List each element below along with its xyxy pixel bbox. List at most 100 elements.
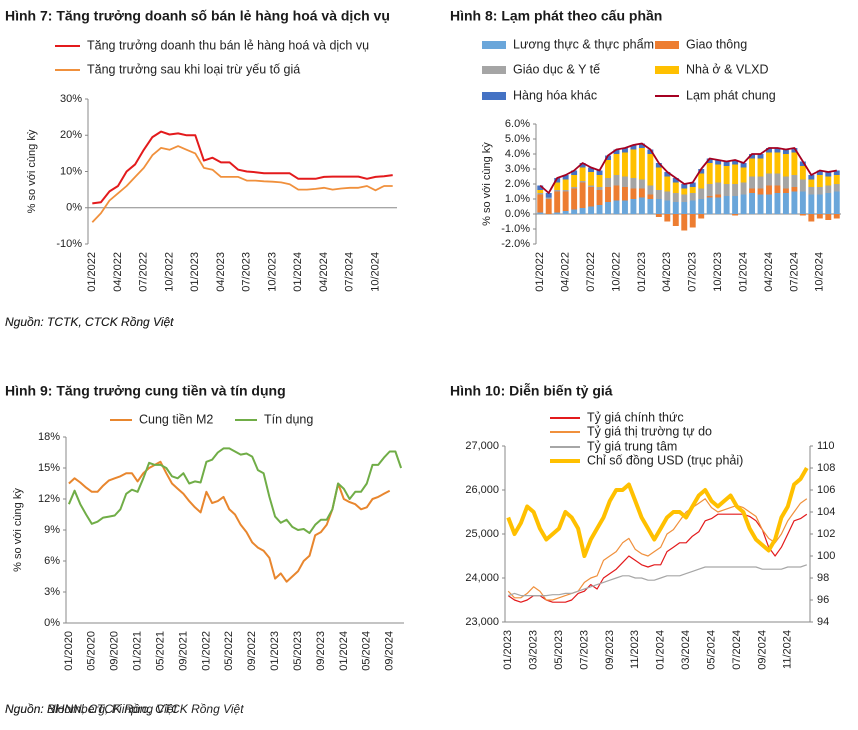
bar-segment — [689, 214, 696, 228]
bar-segment — [799, 161, 806, 166]
y-tick-label: 10% — [60, 165, 82, 177]
bar-segment — [766, 152, 772, 174]
bar-segment — [605, 187, 611, 202]
bar-segment — [621, 152, 628, 177]
bar-segment — [588, 206, 595, 214]
bar-segment — [613, 185, 620, 201]
bar-segment — [554, 190, 561, 192]
x-tick-label: 09/2020 — [109, 631, 121, 671]
bar-segment — [766, 173, 772, 186]
y2-tick-label: 108 — [817, 462, 835, 474]
bar-segment — [706, 196, 713, 198]
x-tick-label: 09/2024 — [756, 630, 768, 670]
bar-segment — [698, 199, 705, 214]
x-tick-label: 07/2023 — [687, 252, 699, 292]
x-tick-label: 10/2022 — [163, 252, 175, 292]
legend-swatch — [655, 41, 679, 49]
bar-segment — [816, 194, 823, 214]
bar-segment — [825, 214, 832, 220]
x-tick-label: 04/2023 — [215, 252, 227, 292]
bar-segment — [571, 170, 578, 175]
x-tick-label: 03/2023 — [528, 630, 540, 670]
chart-title: Hình 9: Tăng trưởng cung tiền và tín dụn… — [5, 383, 286, 399]
bar-segment — [596, 190, 603, 205]
y-axis-label: % so với cùng kỳ — [481, 142, 493, 226]
x-tick-label: 09/2024 — [384, 631, 396, 671]
line-series — [507, 498, 808, 601]
bar-segment — [791, 175, 798, 187]
bar-segment — [808, 175, 815, 180]
bar-segment — [537, 193, 544, 195]
bar-segment — [579, 181, 586, 183]
bar-segment — [698, 169, 705, 174]
y-tick-label: 2.0% — [505, 178, 530, 190]
x-tick-label: 01/2020 — [63, 631, 75, 671]
bar-segment — [774, 193, 781, 214]
bar-segment — [816, 175, 823, 187]
bar-segment — [723, 196, 730, 214]
bar-segment — [799, 191, 806, 214]
bar-segment — [647, 154, 654, 186]
bar-segment — [672, 193, 679, 202]
bar-segment — [630, 199, 637, 214]
x-tick-label: 01/2023 — [269, 631, 281, 671]
chart-title: Hình 7: Tăng trưởng doanh số bán lẻ hàng… — [5, 8, 390, 24]
y-tick-label: 0% — [44, 617, 60, 629]
x-tick-label: 04/2022 — [560, 252, 572, 292]
bar-segment — [808, 214, 815, 222]
bar-segment — [655, 214, 662, 217]
x-tick-label: 05/2020 — [86, 631, 98, 671]
bar-segment — [664, 172, 671, 177]
bar-segment — [638, 179, 645, 189]
bar-segment — [613, 200, 620, 214]
x-tick-label: 10/2024 — [369, 252, 381, 292]
legend-label: Lương thực & thực phẩm — [513, 37, 654, 51]
legend-swatch — [482, 41, 506, 49]
bar-segment — [766, 148, 772, 153]
bar-segment — [605, 178, 611, 187]
legend-label: Tín dụng — [264, 412, 313, 426]
x-tick-label: 04/2022 — [112, 252, 124, 292]
bar-segment — [605, 202, 611, 214]
bar-segment — [774, 148, 781, 153]
bar-segment — [596, 205, 603, 214]
x-tick-label: 01/2023 — [502, 630, 514, 670]
bar-segment — [833, 214, 840, 219]
y2-tick-label: 104 — [817, 506, 835, 518]
bar-segment — [766, 194, 772, 214]
y-tick-label: 0.0% — [505, 208, 530, 220]
legend-swatch — [482, 92, 506, 100]
bar-segment — [596, 187, 603, 190]
bar-segment — [757, 176, 764, 189]
x-tick-label: 10/2024 — [814, 252, 826, 292]
bar-segment — [545, 193, 552, 198]
x-tick-label: 01/2024 — [737, 252, 749, 292]
bar-segment — [782, 193, 789, 214]
bar-segment — [782, 176, 789, 189]
bar-segment — [655, 199, 662, 214]
x-tick-label: 10/2023 — [266, 252, 278, 292]
bar-segment — [588, 167, 595, 172]
x-tick-label: 01/2024 — [338, 631, 350, 671]
legend-label: Cung tiền M2 — [139, 412, 213, 426]
bar-segment — [537, 185, 544, 190]
bar-segment — [579, 167, 586, 181]
x-tick-label: 07/2023 — [578, 630, 590, 670]
y-tick-label: -10% — [56, 238, 82, 250]
bar-segment — [689, 200, 696, 214]
y2-tick-label: 98 — [817, 572, 829, 584]
bar-segment — [740, 194, 747, 214]
bar-segment — [638, 188, 645, 198]
bar-segment — [664, 176, 671, 192]
bar-segment — [630, 188, 637, 199]
bar-segment — [664, 214, 671, 222]
y-tick-label: 4.0% — [505, 148, 530, 160]
bar-segment — [816, 214, 823, 219]
y-tick-label: 27,000 — [465, 440, 499, 452]
legend-label: Giao thông — [686, 37, 747, 51]
bar-segment — [681, 188, 688, 195]
bar-segment — [749, 193, 756, 214]
bar-segment — [647, 199, 654, 214]
y-tick-label: 9% — [44, 524, 60, 536]
bar-segment — [715, 164, 722, 183]
